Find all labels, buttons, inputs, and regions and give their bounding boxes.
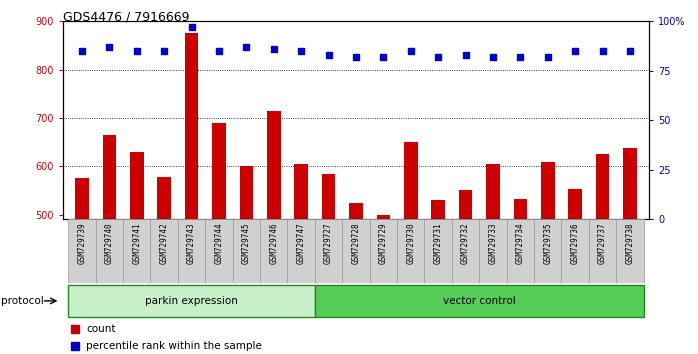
Point: [131, 48, 142, 54]
Point: [76, 48, 87, 54]
FancyBboxPatch shape: [232, 219, 260, 283]
Point: [378, 54, 389, 60]
Bar: [103, 135, 117, 354]
Point: [625, 48, 636, 54]
FancyBboxPatch shape: [424, 219, 452, 283]
FancyBboxPatch shape: [68, 219, 96, 283]
FancyBboxPatch shape: [315, 285, 644, 317]
Point: [323, 52, 334, 58]
FancyBboxPatch shape: [260, 219, 288, 283]
FancyBboxPatch shape: [370, 219, 397, 283]
Point: [406, 48, 417, 54]
FancyBboxPatch shape: [397, 219, 424, 283]
Text: GSM729734: GSM729734: [516, 223, 525, 264]
Text: GSM729738: GSM729738: [625, 223, 634, 264]
Text: GSM729741: GSM729741: [133, 223, 141, 264]
Point: [433, 54, 444, 60]
Text: GSM729746: GSM729746: [269, 223, 279, 264]
Text: GSM729735: GSM729735: [543, 223, 552, 264]
Bar: [212, 123, 226, 354]
Text: GSM729742: GSM729742: [160, 223, 169, 264]
Bar: [568, 189, 582, 354]
Bar: [459, 190, 473, 354]
Bar: [514, 199, 527, 354]
Point: [214, 48, 225, 54]
Text: GSM729743: GSM729743: [187, 223, 196, 264]
Bar: [404, 142, 417, 354]
Text: percentile rank within the sample: percentile rank within the sample: [87, 341, 262, 351]
Text: GSM729728: GSM729728: [352, 223, 360, 264]
Text: GSM729736: GSM729736: [571, 223, 579, 264]
Text: GSM729745: GSM729745: [242, 223, 251, 264]
FancyBboxPatch shape: [561, 219, 589, 283]
Point: [268, 46, 279, 52]
FancyBboxPatch shape: [616, 219, 644, 283]
Text: GSM729729: GSM729729: [379, 223, 388, 264]
Text: GSM729730: GSM729730: [406, 223, 415, 264]
Point: [460, 52, 471, 58]
Bar: [541, 162, 555, 354]
Bar: [157, 177, 171, 354]
Bar: [295, 164, 308, 354]
FancyBboxPatch shape: [534, 219, 561, 283]
Point: [597, 48, 608, 54]
Text: GSM729733: GSM729733: [489, 223, 498, 264]
Text: parkin expression: parkin expression: [145, 296, 238, 306]
Bar: [486, 164, 500, 354]
Text: GSM729737: GSM729737: [598, 223, 607, 264]
Text: count: count: [87, 324, 116, 333]
Text: GSM729739: GSM729739: [77, 223, 87, 264]
FancyBboxPatch shape: [178, 219, 205, 283]
FancyBboxPatch shape: [151, 219, 178, 283]
Point: [241, 44, 252, 50]
Text: GSM729732: GSM729732: [461, 223, 470, 264]
Point: [542, 54, 554, 60]
FancyBboxPatch shape: [315, 219, 342, 283]
Text: GDS4476 / 7916669: GDS4476 / 7916669: [63, 11, 189, 24]
Text: GSM729727: GSM729727: [324, 223, 333, 264]
Text: vector control: vector control: [443, 296, 516, 306]
Bar: [349, 202, 363, 354]
FancyBboxPatch shape: [342, 219, 370, 283]
FancyBboxPatch shape: [589, 219, 616, 283]
Point: [295, 48, 306, 54]
FancyBboxPatch shape: [452, 219, 480, 283]
Point: [69, 326, 80, 331]
Bar: [322, 173, 336, 354]
Bar: [75, 178, 89, 354]
Point: [104, 44, 115, 50]
Point: [69, 343, 80, 349]
FancyBboxPatch shape: [205, 219, 232, 283]
Point: [158, 48, 170, 54]
FancyBboxPatch shape: [507, 219, 534, 283]
Text: protocol: protocol: [1, 296, 44, 306]
Bar: [595, 154, 609, 354]
Bar: [623, 148, 637, 354]
Bar: [376, 215, 390, 354]
Bar: [130, 152, 144, 354]
FancyBboxPatch shape: [480, 219, 507, 283]
Bar: [239, 166, 253, 354]
Bar: [267, 111, 281, 354]
Bar: [431, 200, 445, 354]
Text: GSM729740: GSM729740: [105, 223, 114, 264]
FancyBboxPatch shape: [68, 285, 315, 317]
Point: [487, 54, 498, 60]
Point: [570, 48, 581, 54]
Text: GSM729744: GSM729744: [214, 223, 223, 264]
FancyBboxPatch shape: [123, 219, 151, 283]
Text: GSM729747: GSM729747: [297, 223, 306, 264]
Text: GSM729731: GSM729731: [433, 223, 443, 264]
FancyBboxPatch shape: [96, 219, 123, 283]
FancyBboxPatch shape: [288, 219, 315, 283]
Bar: [185, 33, 198, 354]
Point: [515, 54, 526, 60]
Point: [186, 24, 197, 30]
Point: [350, 54, 362, 60]
